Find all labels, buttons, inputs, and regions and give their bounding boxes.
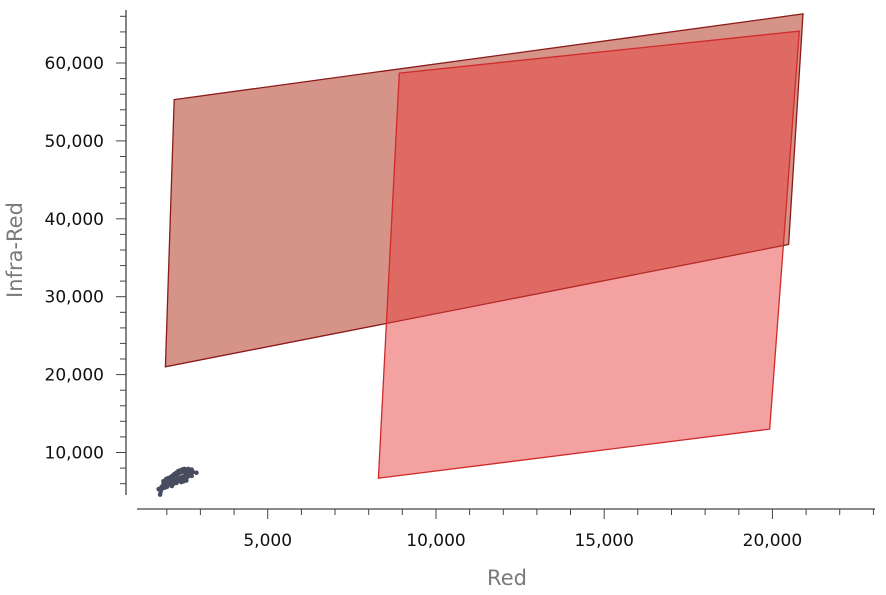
- data-point: [169, 483, 175, 489]
- data-point: [164, 484, 170, 490]
- data-point: [179, 479, 184, 485]
- regions-layer: [164, 13, 804, 479]
- data-point: [165, 475, 171, 481]
- x-tick-label: 10,000: [406, 531, 465, 551]
- y-tick-label: 10,000: [45, 444, 104, 464]
- data-point: [189, 473, 194, 479]
- y-axis-ticks: 10,000 20,000 30,000 40,000 50,000 60,000: [45, 15, 126, 485]
- x-tick-label: 15,000: [574, 531, 633, 551]
- x-axis-ticks: 5,000 10,000 15,000 20,000: [166, 509, 874, 551]
- y-tick-label: 60,000: [45, 54, 104, 74]
- data-point: [161, 479, 166, 484]
- y-tick-label: 20,000: [45, 366, 104, 386]
- x-tick-label: 20,000: [743, 531, 802, 551]
- data-point: [190, 469, 196, 475]
- y-tick-label: 50,000: [45, 132, 104, 152]
- points-layer: [156, 466, 199, 497]
- x-axis-title: Red: [487, 566, 527, 590]
- y-tick-label: 40,000: [45, 210, 104, 230]
- axes-layer: 5,000 10,000 15,000 20,000 10,000 20,000 30,0…: [45, 10, 875, 551]
- y-tick-label: 30,000: [45, 288, 104, 308]
- x-tick-label: 5,000: [243, 531, 292, 551]
- data-point: [174, 480, 179, 486]
- y-axis-title: Infra-Red: [3, 202, 27, 298]
- data-point: [184, 478, 189, 483]
- region-2: [377, 30, 801, 479]
- region-1: [164, 13, 804, 368]
